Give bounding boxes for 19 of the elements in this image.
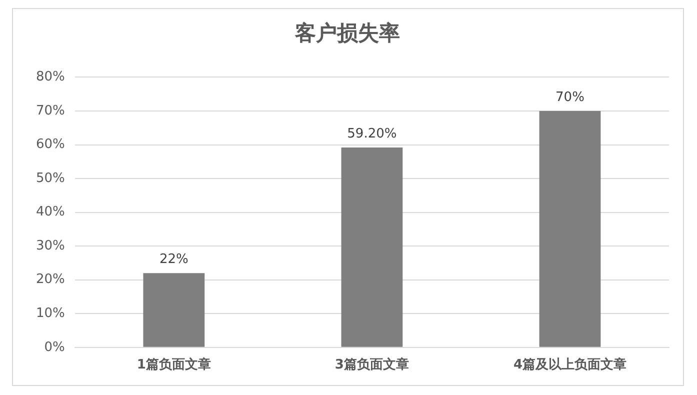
bar (341, 147, 403, 347)
y-tick-label: 60% (36, 137, 65, 152)
y-tick-label: 40% (36, 204, 65, 220)
y-tick-label: 70% (36, 103, 65, 118)
y-tick-label: 10% (36, 306, 65, 321)
y-tick-label: 30% (36, 238, 65, 254)
y-tick-label: 50% (36, 170, 65, 186)
x-tick-label: 1篇负面文章 (136, 356, 211, 373)
data-label: 22% (159, 252, 188, 267)
data-label: 70% (556, 90, 584, 105)
data-label: 59.20% (347, 126, 397, 142)
y-tick-label: 0% (44, 340, 65, 355)
bar (143, 273, 205, 347)
y-tick-label: 20% (36, 272, 65, 288)
y-tick-label: 80% (36, 70, 65, 85)
bar (539, 110, 601, 347)
x-tick-label: 3篇负面文章 (334, 356, 409, 373)
x-tick-label: 4篇及以上负面文章 (513, 356, 627, 373)
chart-title: 客户损失率 (294, 21, 400, 46)
